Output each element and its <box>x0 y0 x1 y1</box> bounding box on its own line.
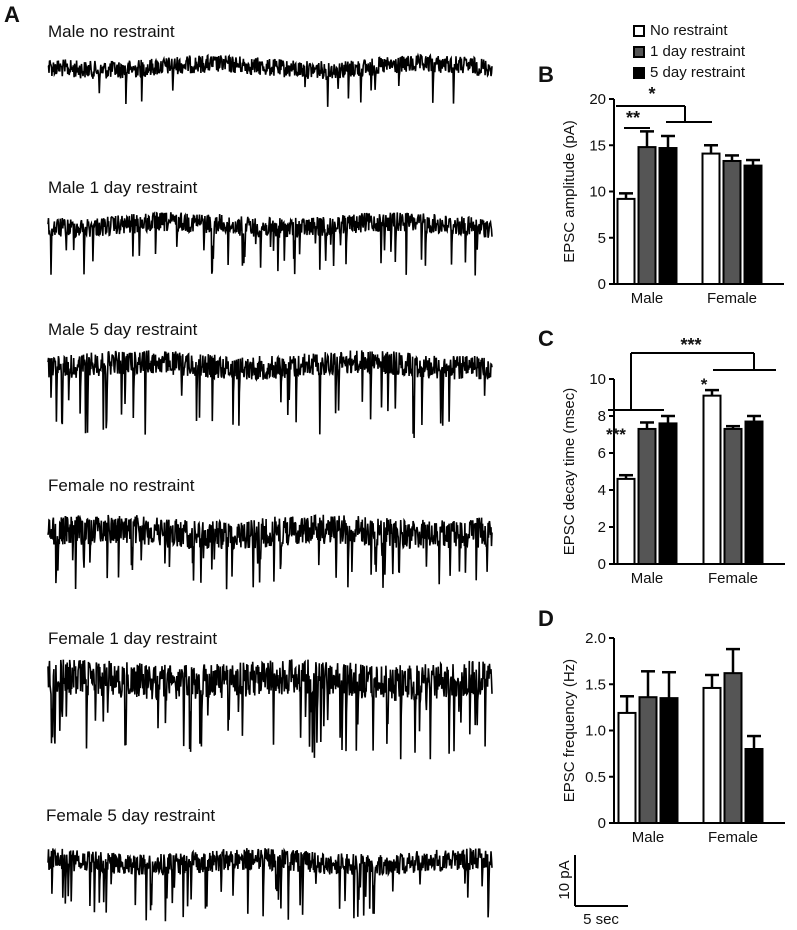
bar <box>744 748 764 824</box>
legend-swatch <box>633 66 645 79</box>
legend-label: No restraint <box>650 22 728 39</box>
panel-letter-d: D <box>538 606 554 631</box>
y-tick-label: 10 <box>589 184 606 201</box>
legend-label: 5 day restraint <box>650 64 746 81</box>
y-tick-label: 6 <box>598 445 606 462</box>
bar <box>616 197 636 285</box>
trace-label: Female 1 day restraint <box>48 629 218 648</box>
y-tick-label: 2.0 <box>585 630 606 647</box>
bar <box>637 427 657 566</box>
epsc-trace <box>47 211 493 276</box>
epsc-trace <box>47 847 493 922</box>
y-tick-label: 0 <box>598 556 606 573</box>
legend-item: 1 day restraint <box>633 41 745 62</box>
x-tick-label: Male <box>632 829 665 846</box>
bar <box>658 147 678 285</box>
bar <box>723 427 743 566</box>
bar <box>722 159 742 286</box>
bar <box>702 686 722 825</box>
epsc-trace <box>47 659 493 760</box>
epsc-trace <box>47 350 493 439</box>
y-tick-label: 1.0 <box>585 723 606 740</box>
epsc-trace <box>47 514 493 590</box>
y-tick-label: 0 <box>598 815 606 832</box>
x-tick-label: Female <box>707 290 757 307</box>
bar <box>658 422 678 565</box>
y-tick-label: 0 <box>598 276 606 293</box>
legend-item: 5 day restraint <box>633 62 745 83</box>
y-tick-label: 5 <box>598 230 606 247</box>
y-axis-label: EPSC frequency (Hz) <box>561 659 578 802</box>
scale-bar-x-label: 5 sec <box>583 911 619 928</box>
bar <box>637 146 657 285</box>
y-tick-label: 20 <box>589 91 606 108</box>
y-tick-label: 1.5 <box>585 676 606 693</box>
y-tick-label: 8 <box>598 408 606 425</box>
trace-label: Female no restraint <box>48 476 195 495</box>
y-tick-label: 15 <box>589 137 606 154</box>
x-tick-label: Male <box>631 290 664 307</box>
bar <box>617 711 637 824</box>
legend: No restraint 1 day restraint 5 day restr… <box>633 20 745 83</box>
legend-swatch <box>633 45 645 58</box>
legend-swatch <box>633 24 645 37</box>
x-tick-label: Female <box>708 570 758 587</box>
bar <box>743 164 763 286</box>
trace-label: Male 5 day restraint <box>48 320 198 339</box>
significance-label: ** <box>626 108 640 128</box>
panel-letter-a: A <box>4 2 20 27</box>
bar <box>723 672 743 825</box>
scale-bar-y-label: 10 pA <box>556 860 573 899</box>
y-axis-label: EPSC amplitude (pA) <box>561 120 578 263</box>
significance-label: *** <box>606 425 626 444</box>
y-tick-label: 4 <box>598 482 606 499</box>
y-axis-label: EPSC decay time (msec) <box>561 388 578 556</box>
y-tick-label: 0.5 <box>585 769 606 786</box>
epsc-trace <box>47 52 493 107</box>
trace-label: Female 5 day restraint <box>46 806 216 825</box>
bar <box>659 697 679 824</box>
significance-label: *** <box>680 335 701 355</box>
bar <box>701 152 721 285</box>
y-tick-label: 2 <box>598 519 606 536</box>
x-tick-label: Male <box>631 570 664 587</box>
panel-letter-b: B <box>538 62 554 87</box>
y-tick-label: 10 <box>589 371 606 388</box>
significance-label: * <box>648 84 655 104</box>
bar <box>702 394 722 565</box>
bar <box>616 477 636 565</box>
legend-item: No restraint <box>633 20 745 41</box>
x-tick-label: Female <box>708 829 758 846</box>
trace-label: Male 1 day restraint <box>48 178 198 197</box>
bar <box>744 420 764 565</box>
panel-letter-c: C <box>538 326 554 351</box>
significance-label: * <box>701 375 708 394</box>
bar <box>638 696 658 825</box>
trace-label: Male no restraint <box>48 22 175 41</box>
legend-label: 1 day restraint <box>650 43 746 60</box>
